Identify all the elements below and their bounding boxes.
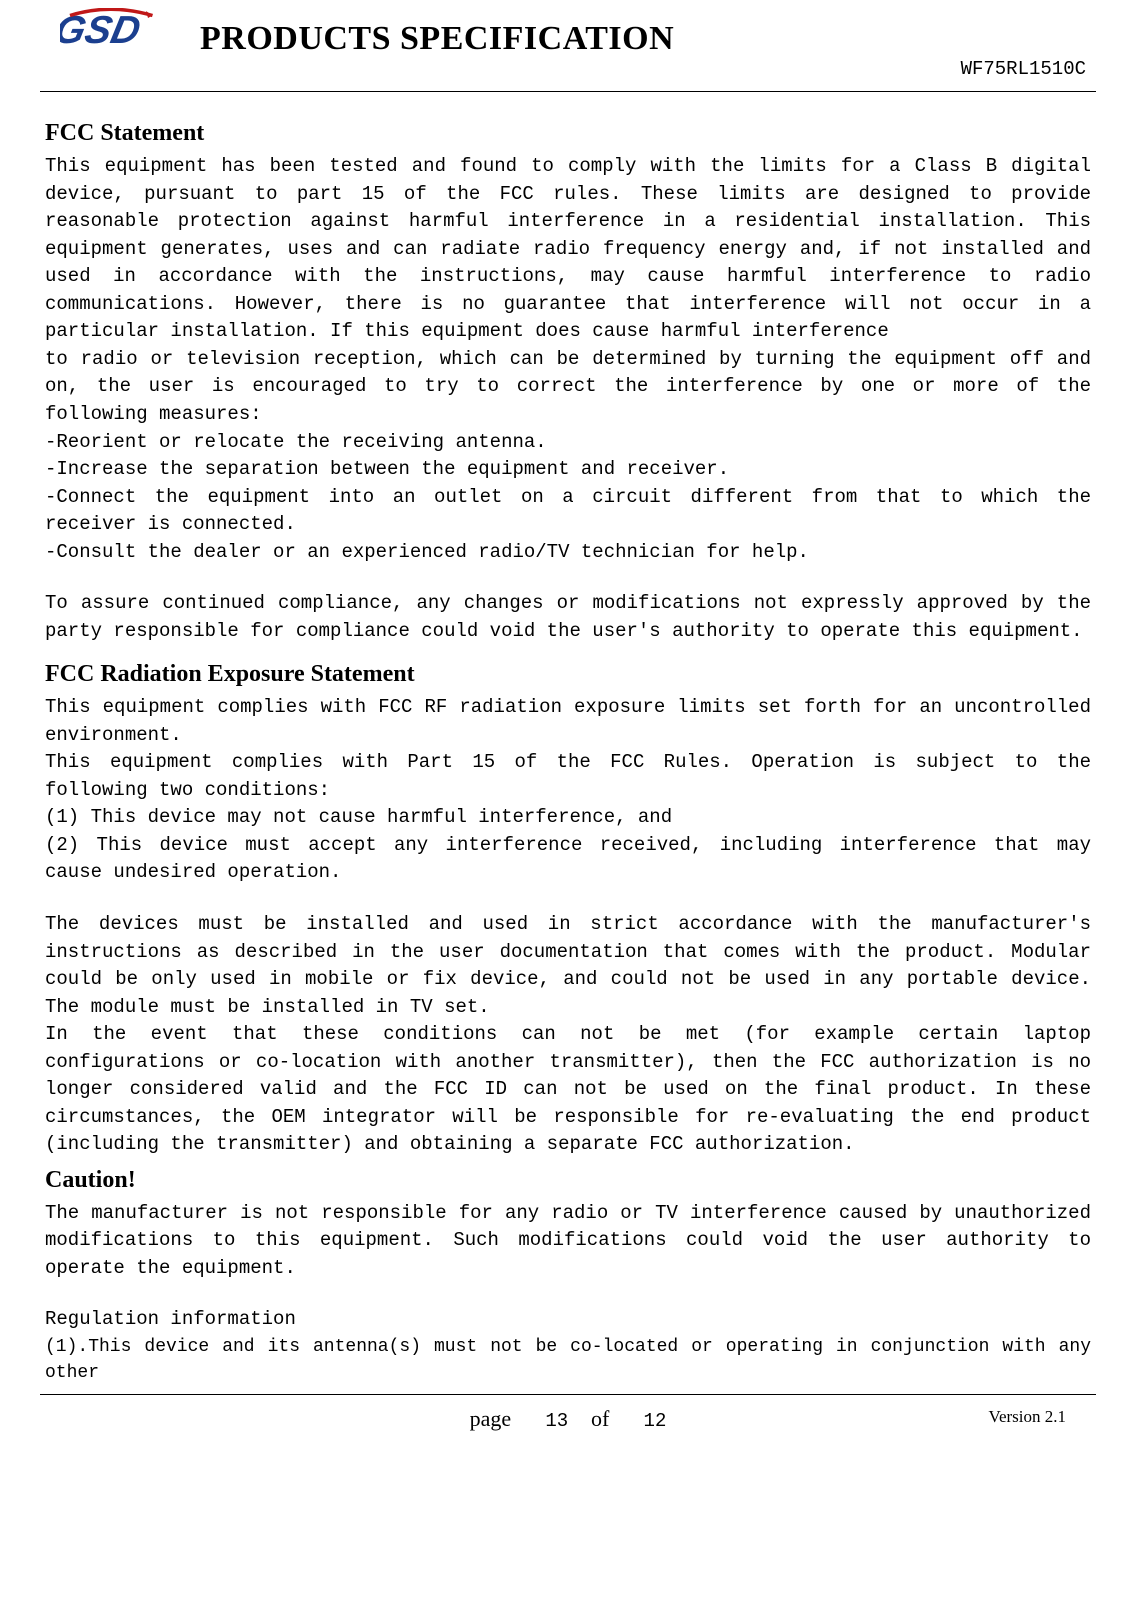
radiation-paragraph-4: In the event that these conditions can n… (45, 1021, 1091, 1159)
page-of: of (591, 1406, 609, 1431)
fcc-paragraph-2: to radio or television reception, which … (45, 346, 1091, 429)
fcc-bullet-1: -Reorient or relocate the receiving ante… (45, 429, 1091, 457)
page-header: GSD PRODUCTS SPECIFICATION WF75RL1510C (0, 0, 1136, 63)
page-footer: page 13 of 12 Version 2.1 (0, 1395, 1136, 1435)
caution-paragraph-1: The manufacturer is not responsible for … (45, 1200, 1091, 1283)
version-label: Version 2.1 (989, 1405, 1066, 1430)
fcc-bullet-2: -Increase the separation between the equ… (45, 456, 1091, 484)
page-current: 13 (545, 1410, 568, 1432)
regulation-heading: Regulation information (45, 1306, 1091, 1334)
gsd-logo: GSD (60, 8, 160, 58)
fcc-paragraph-1: This equipment has been tested and found… (45, 153, 1091, 346)
page-total: 12 (644, 1410, 667, 1432)
content-body: FCC Statement This equipment has been te… (0, 92, 1136, 1386)
radiation-paragraph-3: The devices must be installed and used i… (45, 911, 1091, 1021)
fcc-paragraph-3: To assure continued compliance, any chan… (45, 590, 1091, 645)
radiation-condition-2: (2) This device must accept any interfer… (45, 832, 1091, 887)
fcc-statement-heading: FCC Statement (45, 116, 1091, 151)
fcc-bullet-4: -Consult the dealer or an experienced ra… (45, 539, 1091, 567)
regulation-item-1: (1).This device and its antenna(s) must … (45, 1334, 1091, 1386)
model-number: WF75RL1510C (961, 56, 1086, 84)
radiation-paragraph-2: This equipment complies with Part 15 of … (45, 749, 1091, 804)
radiation-condition-1: (1) This device may not cause harmful in… (45, 804, 1091, 832)
page-title: PRODUCTS SPECIFICATION (200, 14, 674, 63)
page-label: page (470, 1406, 512, 1431)
fcc-bullet-3: -Connect the equipment into an outlet on… (45, 484, 1091, 539)
fcc-radiation-heading: FCC Radiation Exposure Statement (45, 657, 1091, 692)
radiation-paragraph-1: This equipment complies with FCC RF radi… (45, 694, 1091, 749)
caution-heading: Caution! (45, 1163, 1091, 1198)
page-number: page 13 of 12 (50, 1403, 1086, 1436)
